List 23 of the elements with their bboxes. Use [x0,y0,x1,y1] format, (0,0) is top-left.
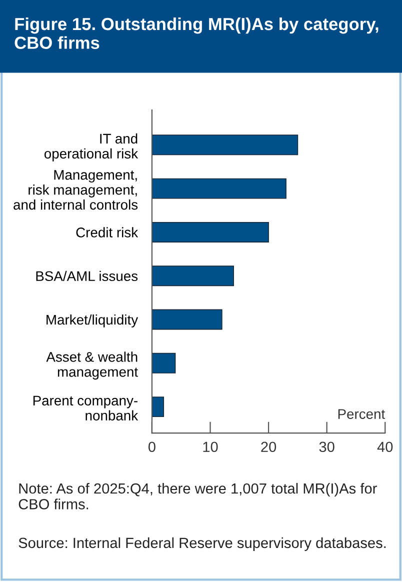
y-tick-label: Management, risk management, and internal controls [14,170,138,210]
x-axis-title: Percent [338,409,386,419]
y-tick-label: Market/liquidity [46,314,138,328]
bar [152,266,234,286]
y-tick-label: IT and operational risk [44,133,138,162]
bar [152,309,222,330]
x-tick-label: 20 [261,442,276,452]
y-tick-label: Credit risk [76,227,138,238]
text: Note: As of 2025:Q4, there were 1,007 total MR(I)As for CBO firms. [18,482,377,510]
x-tick-label: 30 [319,442,334,452]
x-tick-label: 10 [203,442,218,452]
bar [152,222,269,242]
source-note: Source: Internal Federal Reserve supervisory databases. [18,537,386,551]
y-tick-label: BSA/AML issues [36,270,138,282]
y-tick-label: Asset & wealth management [46,352,138,380]
bar [152,396,164,418]
y-tick-label: Parent company- nonbank [33,396,138,420]
bar [152,134,298,156]
x-tick-label: 0 [148,442,156,452]
x-tick-label: 40 [377,442,393,452]
bar [152,178,286,199]
chart-title: Figure 15. Outstanding MR(I)As by category, CBO firms [14,17,378,49]
bar [152,352,176,374]
